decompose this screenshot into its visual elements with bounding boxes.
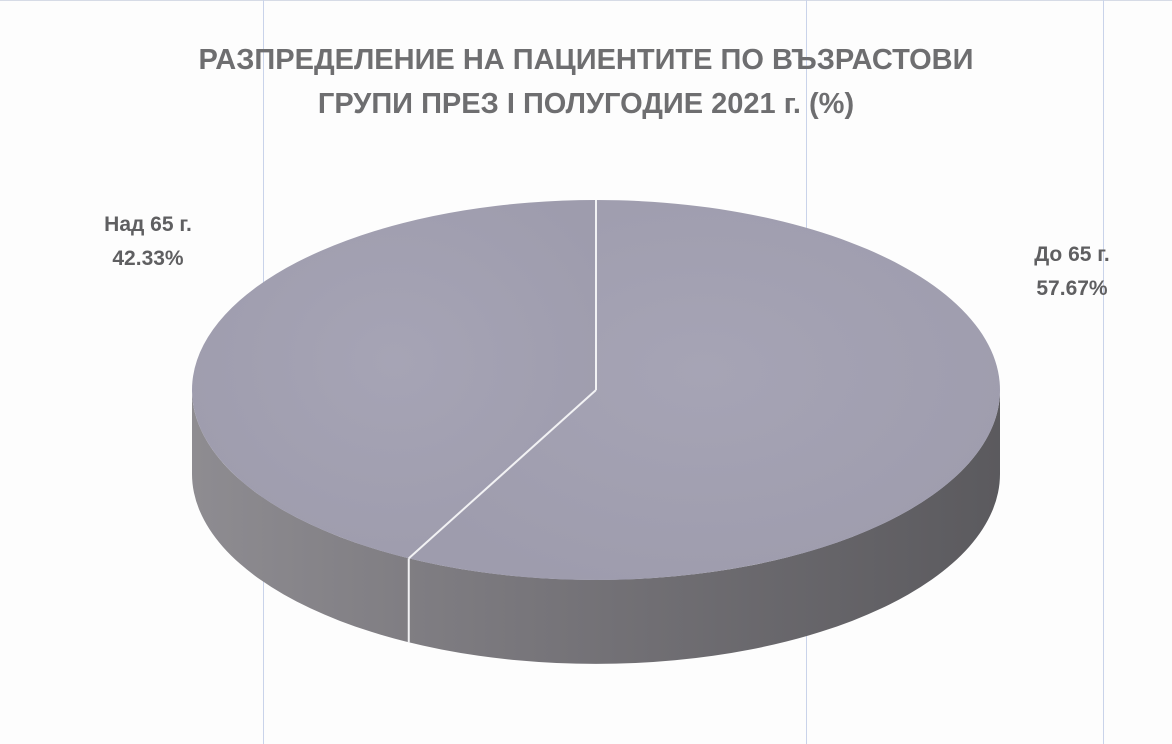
slice-category-under-65: До 65 г.	[1034, 243, 1110, 266]
chart-title-line-1: РАЗПРЕДЕЛЕНИЕ НА ПАЦИЕНТИТЕ ПО ВЪЗРАСТОВ…	[198, 44, 974, 76]
pie-side-surface	[192, 390, 1000, 664]
slice-value-under-65: 57.67%	[1036, 277, 1108, 300]
slice-label-under-65: До 65 г. 57.67%	[992, 238, 1152, 306]
pie-side-wall	[192, 390, 1000, 664]
slice-label-over-65: Над 65 г. 42.33%	[68, 208, 228, 276]
page-top-edge	[0, 0, 1172, 1]
chart-title: РАЗПРЕДЕЛЕНИЕ НА ПАЦИЕНТИТЕ ПО ВЪЗРАСТОВ…	[0, 38, 1172, 126]
slice-category-over-65: Над 65 г.	[104, 213, 192, 236]
pie-slice-over-65	[191, 200, 596, 559]
slice-separator	[408, 389, 597, 560]
pie-slice-under-65	[408, 200, 1000, 580]
scan-gridline	[1103, 0, 1104, 744]
slice-value-over-65: 42.33%	[112, 247, 184, 270]
pie-top-face	[191, 200, 1000, 580]
chart-title-line-2: ГРУПИ ПРЕЗ I ПОЛУГОДИЕ 2021 г. (%)	[317, 88, 855, 120]
